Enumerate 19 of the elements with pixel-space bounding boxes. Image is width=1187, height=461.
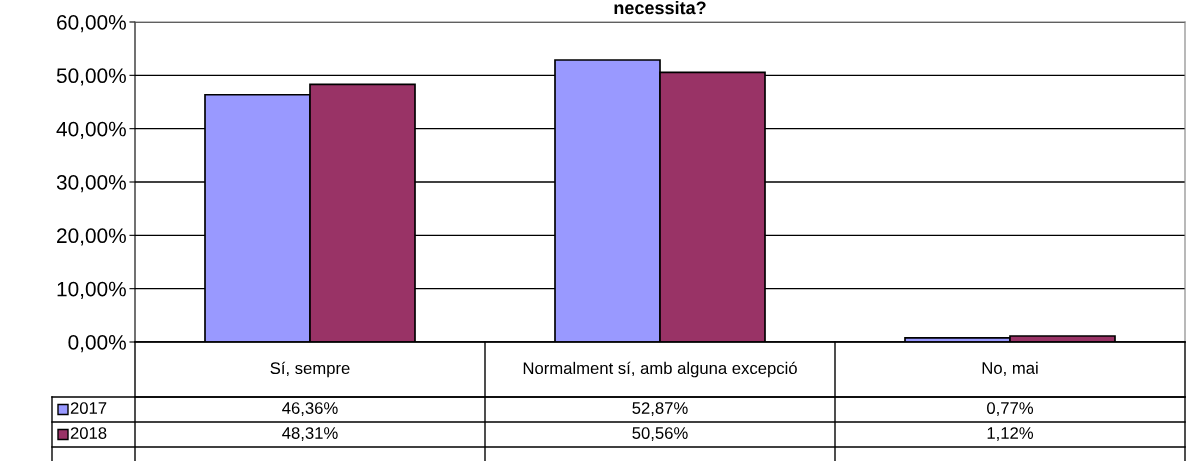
y-tick-label: 50,00% — [56, 68, 126, 86]
data-label: 46,36% — [282, 402, 338, 416]
y-tick-label: 10,00% — [57, 281, 126, 299]
chart-title: necessita? — [614, 1, 706, 15]
legend-label: 2017 — [70, 402, 107, 414]
x-tick-label: No, mai — [982, 361, 1038, 376]
data-label: 0,77% — [987, 402, 1034, 416]
x-tick-label: Sí, sempre — [270, 361, 350, 378]
data-label: 48,31% — [282, 427, 338, 441]
y-tick-label: 0,00% — [68, 335, 126, 353]
data-label: 1,12% — [987, 427, 1034, 441]
y-tick-label: 20,00% — [57, 228, 126, 246]
legend-label: 2018 — [70, 427, 107, 439]
y-tick-label: 40,00% — [56, 121, 126, 139]
y-tick-label: 30,00% — [56, 175, 126, 193]
y-tick-label: 60,00% — [57, 15, 126, 33]
x-tick-label: Normalment sí, amb alguna excepció — [523, 361, 797, 378]
data-label: 52,87% — [632, 402, 688, 416]
data-label: 50,56% — [632, 427, 688, 441]
